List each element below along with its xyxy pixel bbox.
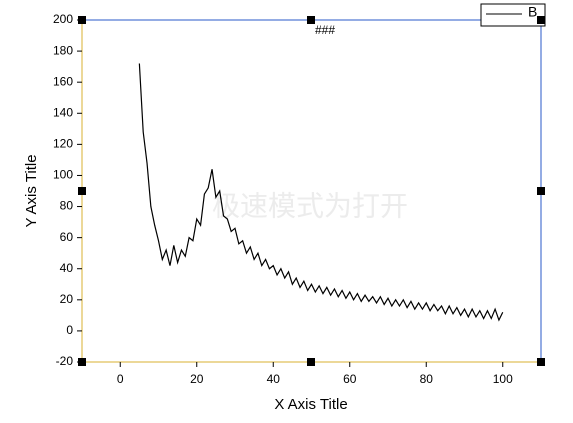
y-tick-label: 100 (53, 168, 73, 182)
y-tick-label: 80 (60, 199, 74, 213)
data-line (138, 63, 504, 322)
y-tick-label: 60 (60, 230, 74, 244)
y-tick-label: 0 (66, 323, 73, 337)
y-tick-label: 40 (60, 261, 74, 275)
y-tick-label: 180 (53, 43, 73, 57)
handle (537, 187, 545, 195)
y-tick-label: -20 (56, 354, 74, 368)
y-axis-title: Y Axis Title (23, 154, 40, 227)
x-tick-label: 20 (190, 372, 204, 386)
y-tick-label: 120 (53, 137, 73, 151)
handle (78, 187, 86, 195)
x-tick-label: 80 (420, 372, 434, 386)
x-axis-title: X Axis Title (274, 396, 347, 413)
y-tick-label: 140 (53, 105, 73, 119)
chart-title: ### (315, 23, 335, 37)
handle (537, 358, 545, 366)
y-tick-label: 160 (53, 74, 73, 88)
y-tick-label: 200 (53, 12, 73, 26)
y-tick-label: 20 (60, 292, 74, 306)
legend: B (480, 3, 546, 27)
watermark: 极速模式为打开 (212, 190, 408, 221)
handle (307, 358, 315, 366)
handle (307, 16, 315, 24)
handle (537, 16, 545, 24)
x-tick-label: 100 (493, 372, 513, 386)
legend-label: B (528, 4, 537, 20)
x-tick-label: 60 (343, 372, 357, 386)
legend-box (480, 3, 546, 27)
x-tick-label: 40 (267, 372, 281, 386)
x-tick-label: 0 (117, 372, 124, 386)
